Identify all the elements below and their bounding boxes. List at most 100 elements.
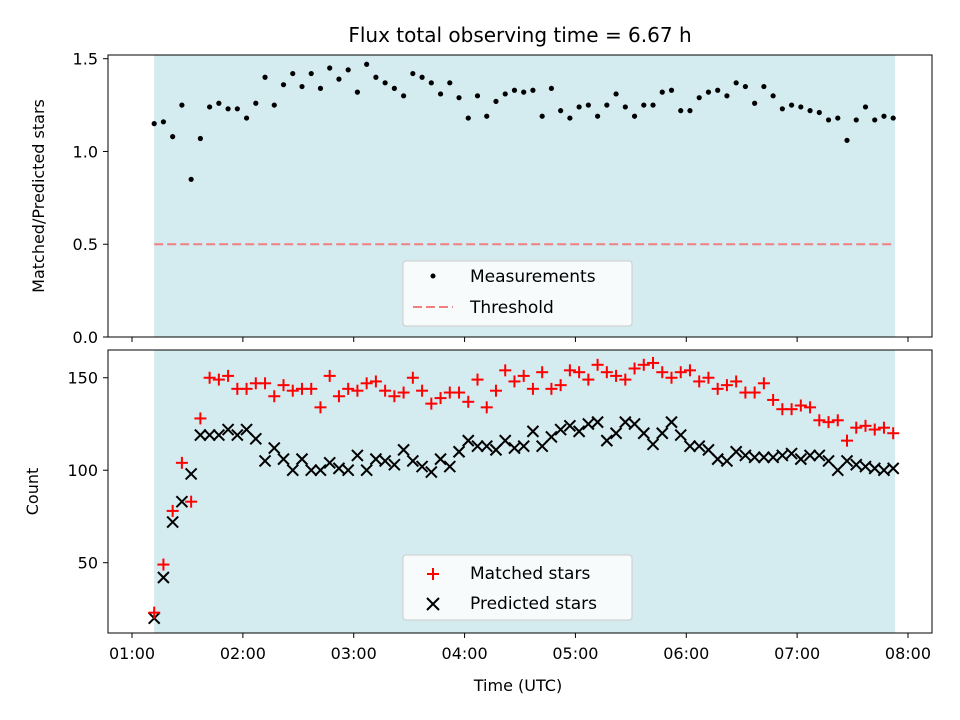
predicted-star-point [305,464,318,477]
measurement-point [668,87,675,93]
x-tick-label: 01:00 [109,644,155,663]
predicted-star-point [656,427,669,440]
matched-star-point [674,366,687,379]
matched-star-point [434,392,447,405]
measurement-point [650,102,656,108]
measurement-point [373,74,379,80]
predicted-star-point [563,419,577,433]
predicted-star-point [545,430,558,444]
measurement-point [243,115,250,121]
predicted-star-point [268,441,281,455]
matched-star-point [259,377,272,390]
predicted-star-point [729,445,743,458]
measurement-point [530,87,536,93]
matched-star-point [868,423,881,436]
top-y-axis-label: Matched/Predicted stars [29,99,48,293]
matched-star-point [416,384,429,397]
bottom-legend-box [402,554,633,621]
top-y-tick-label: 1.5 [73,50,98,69]
matched-star-point [203,371,216,384]
measurement-point [216,100,222,106]
matched-star-point [628,362,641,375]
measurement-point [816,109,822,116]
measurements-series [151,61,896,182]
matched-star-point [471,373,484,386]
matched-star-point [194,412,207,425]
matched-star-point [637,358,650,371]
x-tick-label: 06:00 [663,644,709,663]
matched-star-point [148,606,161,619]
matched-star-point [794,399,807,412]
measurement-point [659,89,665,95]
predicted-star-point [535,439,549,453]
top-legend-box [402,260,633,327]
measurement-point [391,85,397,91]
predicted-star-point [674,428,687,442]
top-y-tick-label: 1.0 [73,142,98,161]
measurement-point [428,80,434,86]
predicted-star-point [295,452,309,466]
predicted-star-point [785,447,798,460]
legend-predicted-marker [426,597,440,611]
measurement-point [474,93,481,99]
legend-measurements-label: Measurements [470,267,596,287]
matched-star-point [683,364,696,377]
matched-star-point [379,384,392,397]
matched-star-point [175,456,188,469]
x-tick-label: 07:00 [774,644,820,663]
measurement-point [170,134,176,140]
measurement-point [631,113,638,119]
matched-star-point [342,382,355,395]
predicted-star-point [462,434,475,447]
predicted-star-point [868,462,881,475]
legend-threshold-label: Threshold [469,298,554,318]
matched-star-point [277,379,290,392]
matched-star-point [453,386,466,399]
matched-star-point [702,371,715,384]
predicted-star-point [277,452,290,466]
x-tick-label: 05:00 [552,644,598,663]
top-legend: Measurements Threshold [402,260,633,327]
predicted-star-point [850,458,863,471]
measurement-point [345,67,351,73]
predicted-star-point [609,427,623,440]
matched-star-point [351,384,364,397]
predicted-star-point [452,445,466,458]
matched-star-point [619,373,632,386]
measurement-point [151,121,157,127]
predicted-star-point [554,423,567,436]
bottom-y-tick-label: 150 [67,369,98,388]
predicted-star-point [776,449,789,462]
measurement-point [207,104,213,110]
predicted-star-point [166,515,179,529]
top-x-ticks [131,337,909,342]
measurement-point [419,74,425,80]
predicted-star-point [637,427,650,440]
bottom-y-ticks: 50 100 150 [67,369,108,573]
measurement-point [197,135,203,142]
measurement-point [798,104,804,110]
matched-star-point [711,382,724,395]
measurement-point [853,117,859,123]
predicted-star-point [831,464,844,477]
matched-star-point [536,366,549,379]
x-tick-label: 02:00 [220,644,266,663]
measurement-point [447,80,453,86]
measurement-point [613,91,619,97]
predicted-star-point [803,449,817,462]
bottom-y-axis-label: Count [23,468,42,516]
top-y-tick-label: 0.5 [73,235,98,254]
matched-star-point [887,427,900,440]
matched-star-point [813,414,826,427]
predicted-star-point [351,449,364,462]
top-panel: 0.0 0.5 1.0 1.5 Flux total observing time =… [29,23,933,347]
predicted-star-point [591,415,604,429]
matched-star-point [757,377,770,390]
predicted-star-point [693,439,706,453]
matched-star-point [314,401,327,414]
bottom-y-tick-label: 50 [78,554,98,573]
predicted-star-point [766,451,780,464]
predicted-star-point [231,428,244,442]
predicted-star-point [517,439,530,453]
predicted-star-point [683,439,697,453]
